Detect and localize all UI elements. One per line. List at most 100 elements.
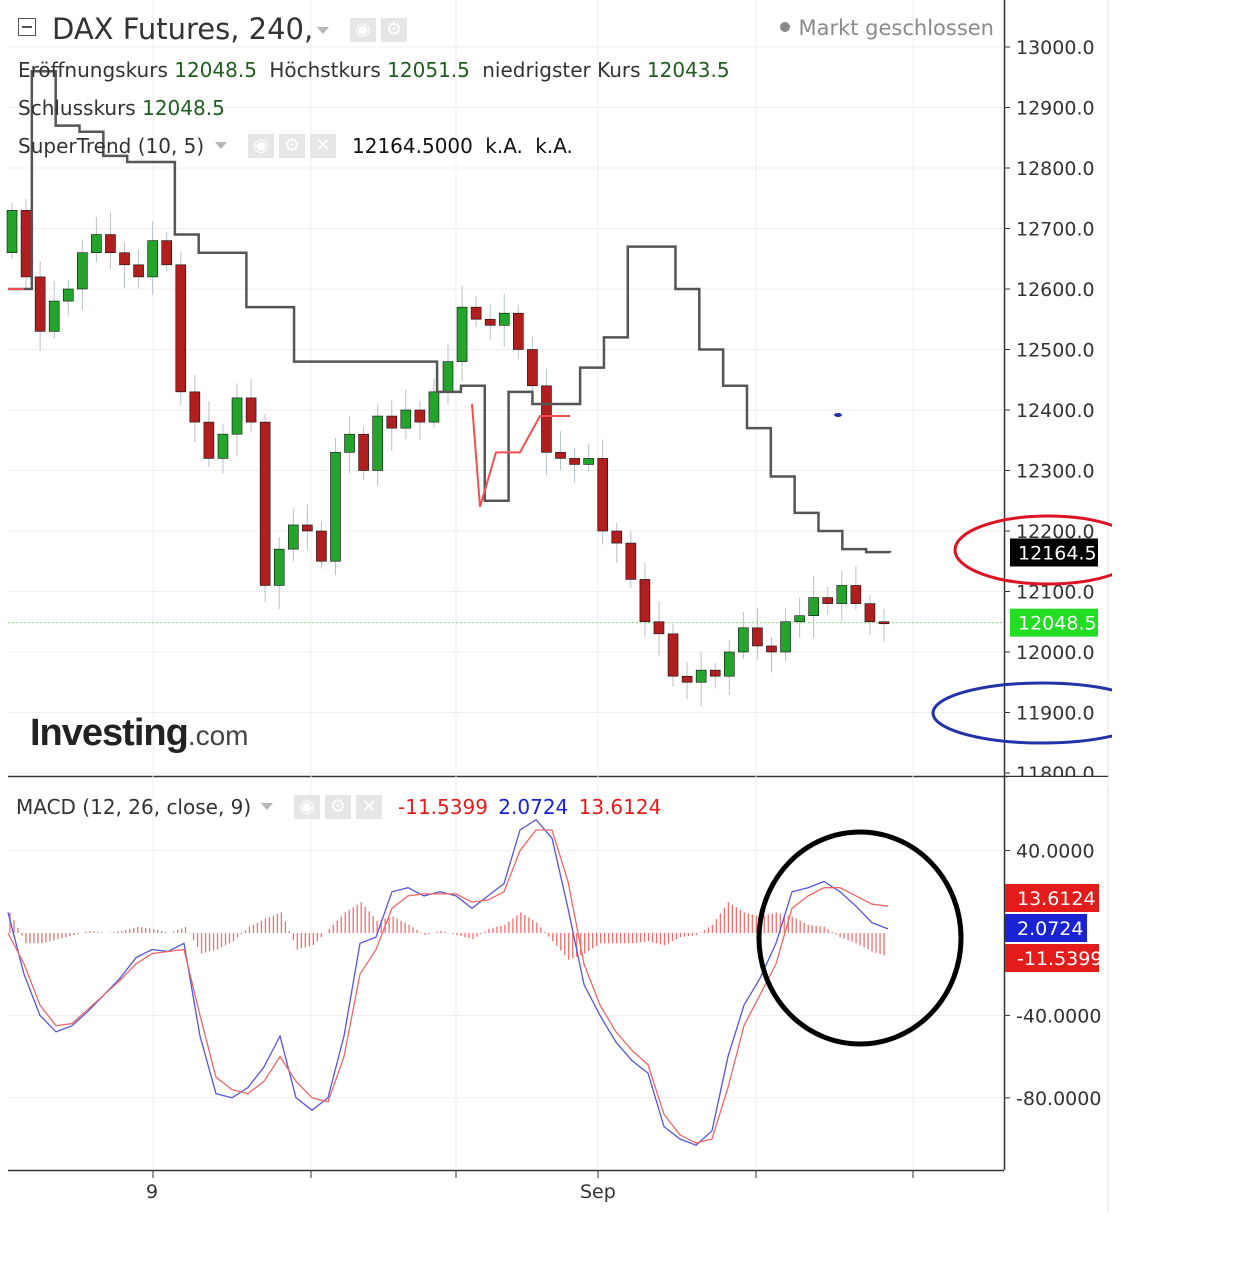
price-marker [1010,538,1098,567]
price-tick-label: 12100.0 [1016,582,1095,604]
macd-tick-label: -40.0000 [1016,1005,1101,1027]
supertrend-na-1: k.A. [485,134,523,158]
candle-down [484,318,496,326]
eye-icon[interactable]: ◉ [248,134,274,158]
candle-down [681,675,693,683]
close-label: Schlusskurs [18,96,136,120]
candle-up [442,361,454,393]
candle-up [794,615,805,623]
annotation-red-ellipse [953,514,1112,586]
investing-logo: Investing.com [30,712,249,755]
candle-up [48,300,60,332]
macd-value-marker [1005,884,1099,912]
gear-icon[interactable]: ⚙ [279,134,305,158]
candle-down [302,524,313,532]
eye-icon[interactable]: ◉ [350,18,376,42]
price-tick-label: 12500.0 [1016,340,1095,362]
candle-down [175,264,187,393]
close-row: Schlusskurs 12048.5 [18,96,225,120]
time-label: 9 [146,1181,158,1203]
candle-down [245,397,257,423]
supertrend-values: 12164.5000 k.A. k.A. [352,134,573,158]
chart-canvas[interactable]: 9 Sep 13000.0 12900.0 12800.0 12700.0 12600.0 1… [0,0,1112,1212]
price-tick-label: 12800.0 [1016,158,1095,180]
price-tick-label: 12300.0 [1016,461,1095,483]
candle-down [161,240,173,266]
collapse-icon[interactable] [18,18,36,36]
candle-down [709,669,721,677]
macd-label[interactable]: MACD (12, 26, close, 9) [16,795,252,819]
candle-down [189,391,201,423]
price-tick-label: 12700.0 [1016,219,1095,241]
candle-down [752,627,763,647]
macd-value-marker-label: 13.6124 [1017,888,1096,910]
candle-down [119,252,130,266]
candle-down [639,579,651,623]
candle-down [667,633,679,677]
price-tick-label: 12000.0 [1016,642,1095,664]
candle-down [611,530,623,544]
candle-down [105,234,116,254]
macd-value-marker-label: -11.5399 [1017,948,1102,970]
candle-down [822,597,834,604]
candle-up [723,651,735,677]
price-tick-label: 12200.0 [1016,521,1095,543]
macd-values: -11.5399 2.0724 13.6124 [398,795,661,819]
price-marker-label: 12164.5 [1018,542,1097,564]
caret-down-icon[interactable] [215,142,227,149]
status-text: Markt geschlossen [798,16,994,40]
time-label: Sep [580,1181,616,1203]
candle-down [527,349,538,387]
candle-down [133,264,144,278]
candle-down [850,585,862,604]
eye-icon[interactable]: ◉ [294,795,320,819]
price-marker [1010,608,1098,637]
caret-down-icon[interactable] [317,27,329,34]
caret-down-icon[interactable] [261,803,273,810]
chart-root: 9 Sep 13000.0 12900.0 12800.0 12700.0 12600.0 1… [0,0,1112,1212]
gear-icon[interactable]: ⚙ [381,18,407,42]
candle-up [344,433,355,453]
annotation-black-circle [756,829,964,1047]
market-status: Markt geschlossen [780,16,994,40]
status-dot-icon [780,22,791,32]
candle-up [372,415,383,471]
candle-up [836,585,848,604]
candle-down [597,458,609,532]
price-tick-label: 13000.0 [1016,37,1095,59]
annotation-blue-dot [834,413,842,417]
candle-up [147,240,158,278]
high-value: 12051.5 [387,58,470,82]
supertrend-label[interactable]: SuperTrend (10, 5) [18,134,205,158]
candle-up [808,597,819,616]
gear-icon[interactable]: ⚙ [325,795,351,819]
low-label: niedrigster Kurs [482,58,641,82]
macd-line-value: 2.0724 [498,795,569,819]
macd-value-marker [1005,944,1099,972]
candle-down [203,421,215,459]
candle-up [77,252,88,290]
candle-up [62,288,74,302]
close-icon[interactable]: ✕ [310,134,336,158]
axis-mask [1008,777,1108,787]
candle-up [287,524,299,550]
candle-down [541,385,552,453]
price-tick-label: 12900.0 [1016,98,1095,120]
candle-down [20,210,32,278]
close-icon[interactable]: ✕ [356,795,382,819]
candle-up [498,312,510,326]
candle-down [358,433,369,471]
price-marker-label: 12048.5 [1018,613,1097,635]
high-label: Höchstkurs [269,58,381,82]
ohlc-row: Eröffnungskurs 12048.5 Höchstkurs 12051.… [18,58,730,82]
candle-down [766,645,777,653]
candle-down [569,458,580,465]
candle-up [695,669,707,683]
candle-up [91,234,102,254]
macd-hist-value: -11.5399 [398,795,488,819]
candle-up [400,409,412,429]
low-value: 12043.5 [646,58,730,82]
candle-down [653,621,665,635]
macd-tick-label: 40.0000 [1016,841,1095,863]
candle-down [864,603,876,623]
